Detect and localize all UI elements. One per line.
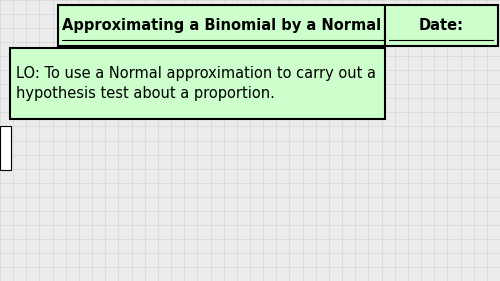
Text: LO: To use a Normal approximation to carry out a
hypothesis test about a proport: LO: To use a Normal approximation to car… (16, 66, 376, 101)
FancyBboxPatch shape (58, 5, 385, 46)
FancyBboxPatch shape (10, 48, 385, 119)
Text: Approximating a Binomial by a Normal: Approximating a Binomial by a Normal (62, 18, 381, 33)
Text: Date:: Date: (419, 18, 464, 33)
FancyBboxPatch shape (0, 126, 11, 170)
FancyBboxPatch shape (385, 5, 498, 46)
